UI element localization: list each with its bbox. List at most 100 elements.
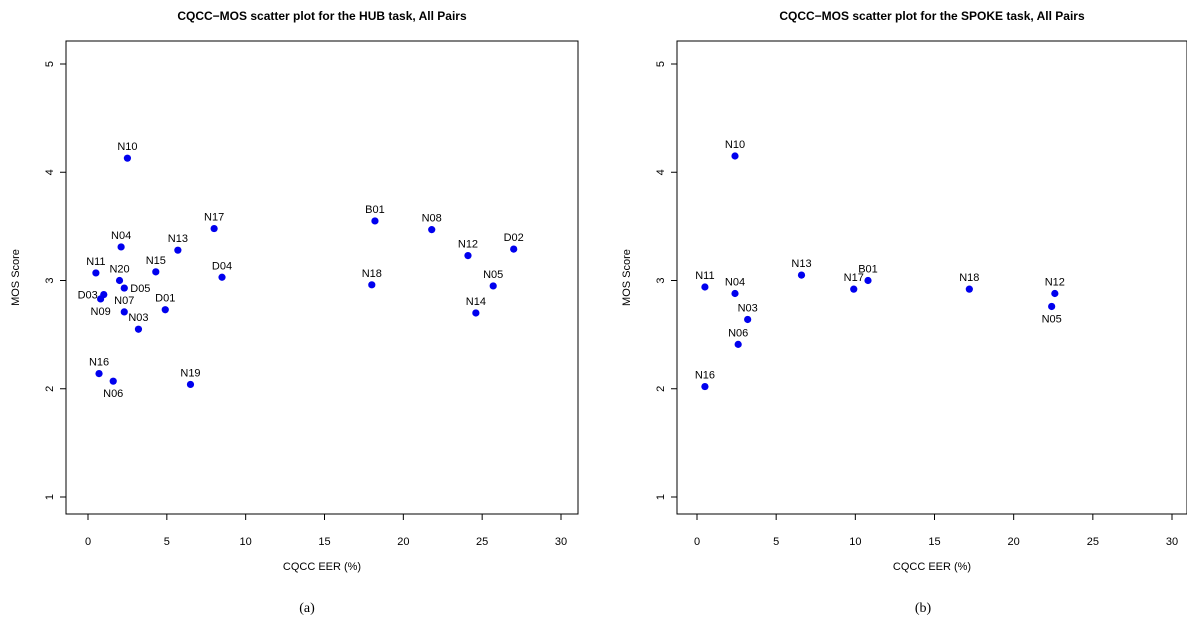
data-point-b01 <box>864 276 872 285</box>
point-label: B01 <box>365 204 385 216</box>
data-point-n16 <box>701 382 709 391</box>
point-label: N11 <box>86 256 105 268</box>
figure-caption: (a) <box>299 601 315 616</box>
data-point-n20 <box>115 276 124 285</box>
chart-title: CQCC−MOS scatter plot for the SPOKE task… <box>779 9 1085 23</box>
data-point-n12 <box>1051 289 1059 298</box>
data-point-n06 <box>109 377 117 385</box>
x-tick-label: 15 <box>928 536 940 548</box>
chart-panel-1: CQCC−MOS scatter plot for the SPOKE task… <box>621 9 1187 616</box>
point-label: N04 <box>725 276 745 288</box>
x-tick-label: 30 <box>555 536 567 548</box>
point-label: N16 <box>89 357 109 369</box>
data-point-n10 <box>731 152 739 160</box>
y-tick-label: 3 <box>44 277 56 283</box>
x-tick-label: 20 <box>397 536 409 548</box>
x-tick-label: 5 <box>773 536 779 548</box>
point-label: N20 <box>109 264 129 276</box>
x-tick-label: 0 <box>85 536 91 548</box>
data-point-d04 <box>218 273 226 281</box>
point-label: D02 <box>504 232 524 244</box>
point-label: N12 <box>458 239 478 251</box>
data-point-n08 <box>428 226 436 234</box>
data-point-n15 <box>152 268 160 276</box>
data-point-n04 <box>117 243 125 251</box>
point-label: N14 <box>466 296 486 308</box>
x-tick-label: 25 <box>1087 536 1099 548</box>
point-label: N05 <box>483 269 503 281</box>
point-label: D04 <box>212 260 232 272</box>
data-point-n06 <box>734 340 742 348</box>
point-label: N09 <box>91 306 111 318</box>
y-tick-label: 5 <box>44 61 56 67</box>
data-point-n09 <box>97 295 105 303</box>
data-point-n13 <box>174 246 182 254</box>
data-point-n03 <box>134 325 143 333</box>
point-label: N03 <box>128 312 148 324</box>
data-point-n13 <box>797 271 806 279</box>
data-point-n05 <box>1048 302 1056 311</box>
point-label: N10 <box>117 141 137 153</box>
point-label: D01 <box>155 293 175 305</box>
point-label: N16 <box>695 370 715 382</box>
data-point-n05 <box>489 282 497 290</box>
data-point-n18 <box>368 281 376 289</box>
point-label: N13 <box>168 233 188 245</box>
point-label: N18 <box>959 272 979 284</box>
y-tick-label: 1 <box>655 494 667 500</box>
data-point-n18 <box>965 285 973 293</box>
data-point-n04 <box>731 289 739 298</box>
x-tick-label: 20 <box>1008 536 1020 548</box>
y-tick-label: 3 <box>655 277 667 283</box>
y-tick-label: 2 <box>44 386 56 392</box>
y-axis-label: MOS Score <box>621 249 633 306</box>
chart-title: CQCC−MOS scatter plot for the HUB task, … <box>177 9 467 23</box>
x-tick-label: 25 <box>476 536 488 548</box>
y-tick-label: 4 <box>44 169 56 175</box>
y-tick-label: 2 <box>655 386 667 392</box>
point-label: N17 <box>844 272 864 284</box>
x-axis-label: CQCC EER (%) <box>283 561 361 573</box>
point-label: D03 <box>78 290 98 302</box>
point-label: N06 <box>728 327 748 339</box>
point-label: N13 <box>791 258 811 270</box>
data-point-n14 <box>472 309 480 317</box>
y-tick-label: 4 <box>655 169 667 175</box>
point-label: B01 <box>858 264 878 276</box>
data-point-n07 <box>120 308 128 316</box>
x-tick-label: 10 <box>849 536 861 548</box>
y-axis-label: MOS Score <box>10 249 22 306</box>
point-label: N07 <box>114 295 134 307</box>
point-label: N11 <box>695 270 714 282</box>
data-point-n19 <box>186 380 195 389</box>
data-point-n16 <box>95 369 103 378</box>
point-label: N08 <box>422 213 442 225</box>
data-point-n12 <box>464 252 472 260</box>
point-label: N03 <box>738 302 758 314</box>
data-point-b01 <box>371 217 379 225</box>
data-point-d02 <box>510 245 518 253</box>
data-point-n10 <box>123 154 132 162</box>
point-label: N17 <box>204 212 224 224</box>
data-point-n17 <box>210 224 218 233</box>
x-tick-label: 10 <box>240 536 252 548</box>
data-point-n11 <box>701 283 709 291</box>
point-label: N10 <box>725 139 745 151</box>
x-tick-label: 30 <box>1166 536 1178 548</box>
y-tick-label: 1 <box>44 494 56 500</box>
data-point-n03 <box>744 315 752 324</box>
figure-caption: (b) <box>915 601 932 616</box>
x-tick-label: 0 <box>694 536 700 548</box>
plot-frame <box>65 40 579 515</box>
point-label: N05 <box>1042 313 1062 325</box>
x-tick-label: 5 <box>164 536 170 548</box>
x-axis-label: CQCC EER (%) <box>893 561 971 573</box>
data-point-n11 <box>92 269 100 277</box>
y-tick-label: 5 <box>655 61 667 67</box>
point-label: N19 <box>180 367 200 379</box>
point-label: N15 <box>146 255 166 267</box>
chart-panel-0: CQCC−MOS scatter plot for the HUB task, … <box>10 9 579 616</box>
point-label: N18 <box>362 268 382 280</box>
data-point-d01 <box>161 306 169 314</box>
